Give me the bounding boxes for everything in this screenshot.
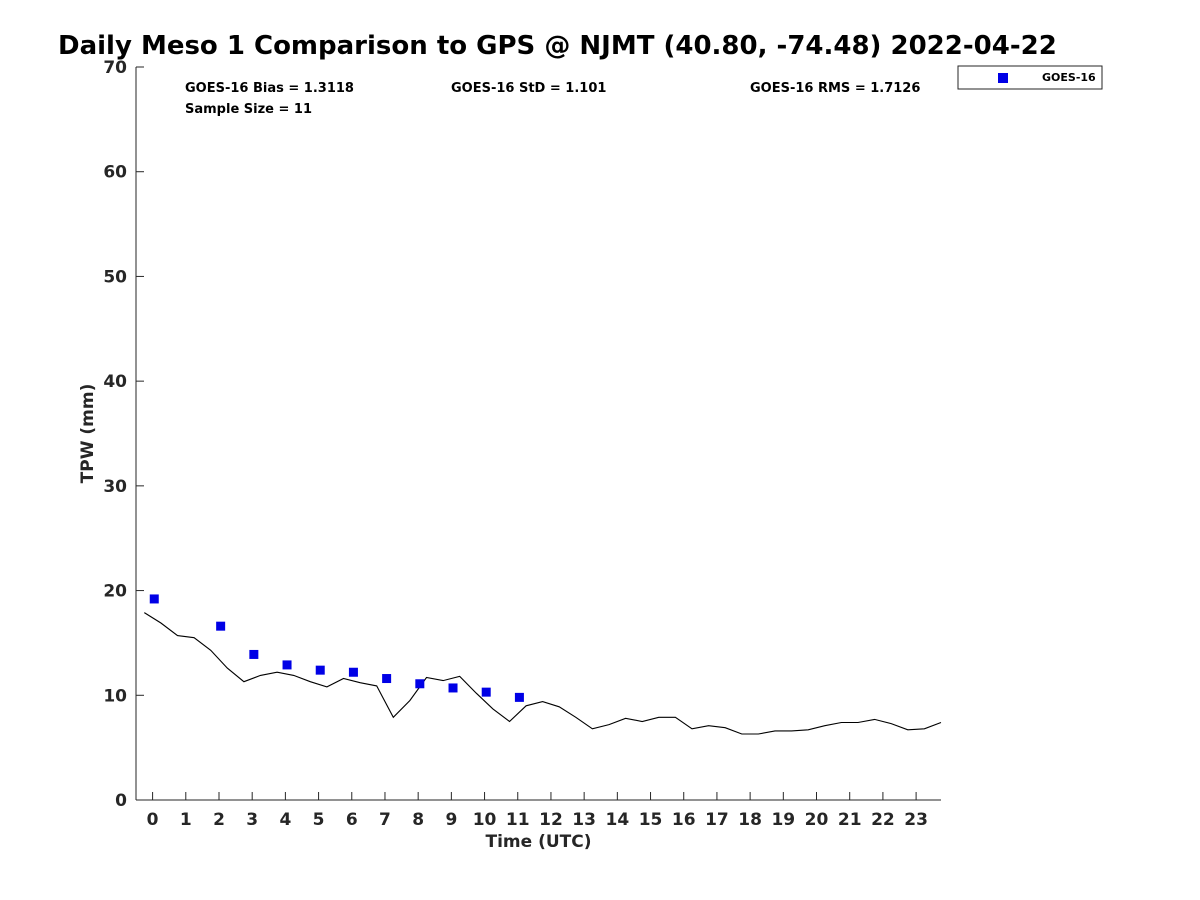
y-tick-label: 40 bbox=[103, 372, 127, 392]
x-axis-ticks: 0 1 2 3 4 5 6 7 8 9 10 11 12 13 14 15 16 17 18 19 20 21 22 23 bbox=[147, 792, 928, 830]
x-tick-label: 18 bbox=[738, 810, 762, 830]
x-tick-label: 6 bbox=[346, 810, 358, 830]
bias-annotation: GOES-16 Bias = 1.3118 bbox=[185, 81, 354, 96]
x-tick-label: 2 bbox=[213, 810, 225, 830]
goes16-point bbox=[448, 683, 458, 693]
y-tick-label: 70 bbox=[103, 58, 127, 78]
x-tick-label: 0 bbox=[147, 810, 159, 830]
x-tick-label: 21 bbox=[838, 810, 862, 830]
data-series bbox=[144, 594, 942, 735]
goes16-point bbox=[348, 667, 358, 677]
x-tick-label: 3 bbox=[246, 810, 258, 830]
y-tick-label: 10 bbox=[103, 686, 127, 706]
y-tick-label: 60 bbox=[103, 163, 127, 183]
goes16-point bbox=[514, 692, 524, 702]
legend-label-goes16: GOES-16 bbox=[1042, 71, 1096, 84]
x-tick-label: 15 bbox=[639, 810, 663, 830]
goes16-point bbox=[415, 679, 425, 689]
y-tick-label: 30 bbox=[103, 477, 127, 497]
rms-annotation: GOES-16 RMS = 1.7126 bbox=[750, 81, 920, 96]
x-tick-label: 5 bbox=[313, 810, 325, 830]
y-axis-ticks: 0 10 20 30 40 50 60 70 bbox=[103, 58, 144, 811]
x-tick-label: 13 bbox=[572, 810, 596, 830]
x-tick-label: 22 bbox=[871, 810, 895, 830]
statistics-annotations: GOES-16 Bias = 1.3118 GOES-16 StD = 1.10… bbox=[185, 81, 920, 117]
goes16-point bbox=[282, 660, 292, 670]
x-tick-label: 11 bbox=[506, 810, 530, 830]
x-tick-label: 20 bbox=[805, 810, 829, 830]
goes16-point bbox=[216, 621, 226, 631]
goes16-point bbox=[249, 649, 259, 659]
y-tick-label: 50 bbox=[103, 267, 127, 287]
x-tick-label: 9 bbox=[445, 810, 457, 830]
x-tick-label: 4 bbox=[279, 810, 291, 830]
x-tick-label: 19 bbox=[771, 810, 795, 830]
x-tick-label: 17 bbox=[705, 810, 729, 830]
legend-box bbox=[957, 65, 1103, 90]
x-axis-label: Time (UTC) bbox=[485, 832, 591, 852]
x-tick-label: 10 bbox=[473, 810, 497, 830]
y-tick-label: 0 bbox=[115, 791, 127, 811]
legend: GOES-16 bbox=[957, 65, 1103, 90]
x-tick-label: 7 bbox=[379, 810, 391, 830]
legend-marker-goes16 bbox=[998, 73, 1008, 83]
std-annotation: GOES-16 StD = 1.101 bbox=[451, 81, 606, 96]
goes16-point bbox=[382, 674, 392, 684]
y-tick-label: 20 bbox=[103, 582, 127, 602]
x-tick-label: 1 bbox=[180, 810, 192, 830]
y-axis-label: TPW (mm) bbox=[78, 384, 98, 484]
plot-axes bbox=[135, 67, 941, 801]
x-tick-label: 23 bbox=[904, 810, 928, 830]
x-tick-label: 8 bbox=[412, 810, 424, 830]
goes16-point bbox=[481, 687, 491, 697]
x-tick-label: 12 bbox=[539, 810, 563, 830]
goes16-point bbox=[149, 594, 159, 604]
x-tick-label: 16 bbox=[672, 810, 696, 830]
gps-tpw-line bbox=[144, 612, 942, 735]
sample-size-annotation: Sample Size = 11 bbox=[185, 102, 312, 117]
x-tick-label: 14 bbox=[606, 810, 630, 830]
chart-title: Daily Meso 1 Comparison to GPS @ NJMT (4… bbox=[58, 31, 1057, 61]
goes16-point bbox=[315, 665, 325, 675]
